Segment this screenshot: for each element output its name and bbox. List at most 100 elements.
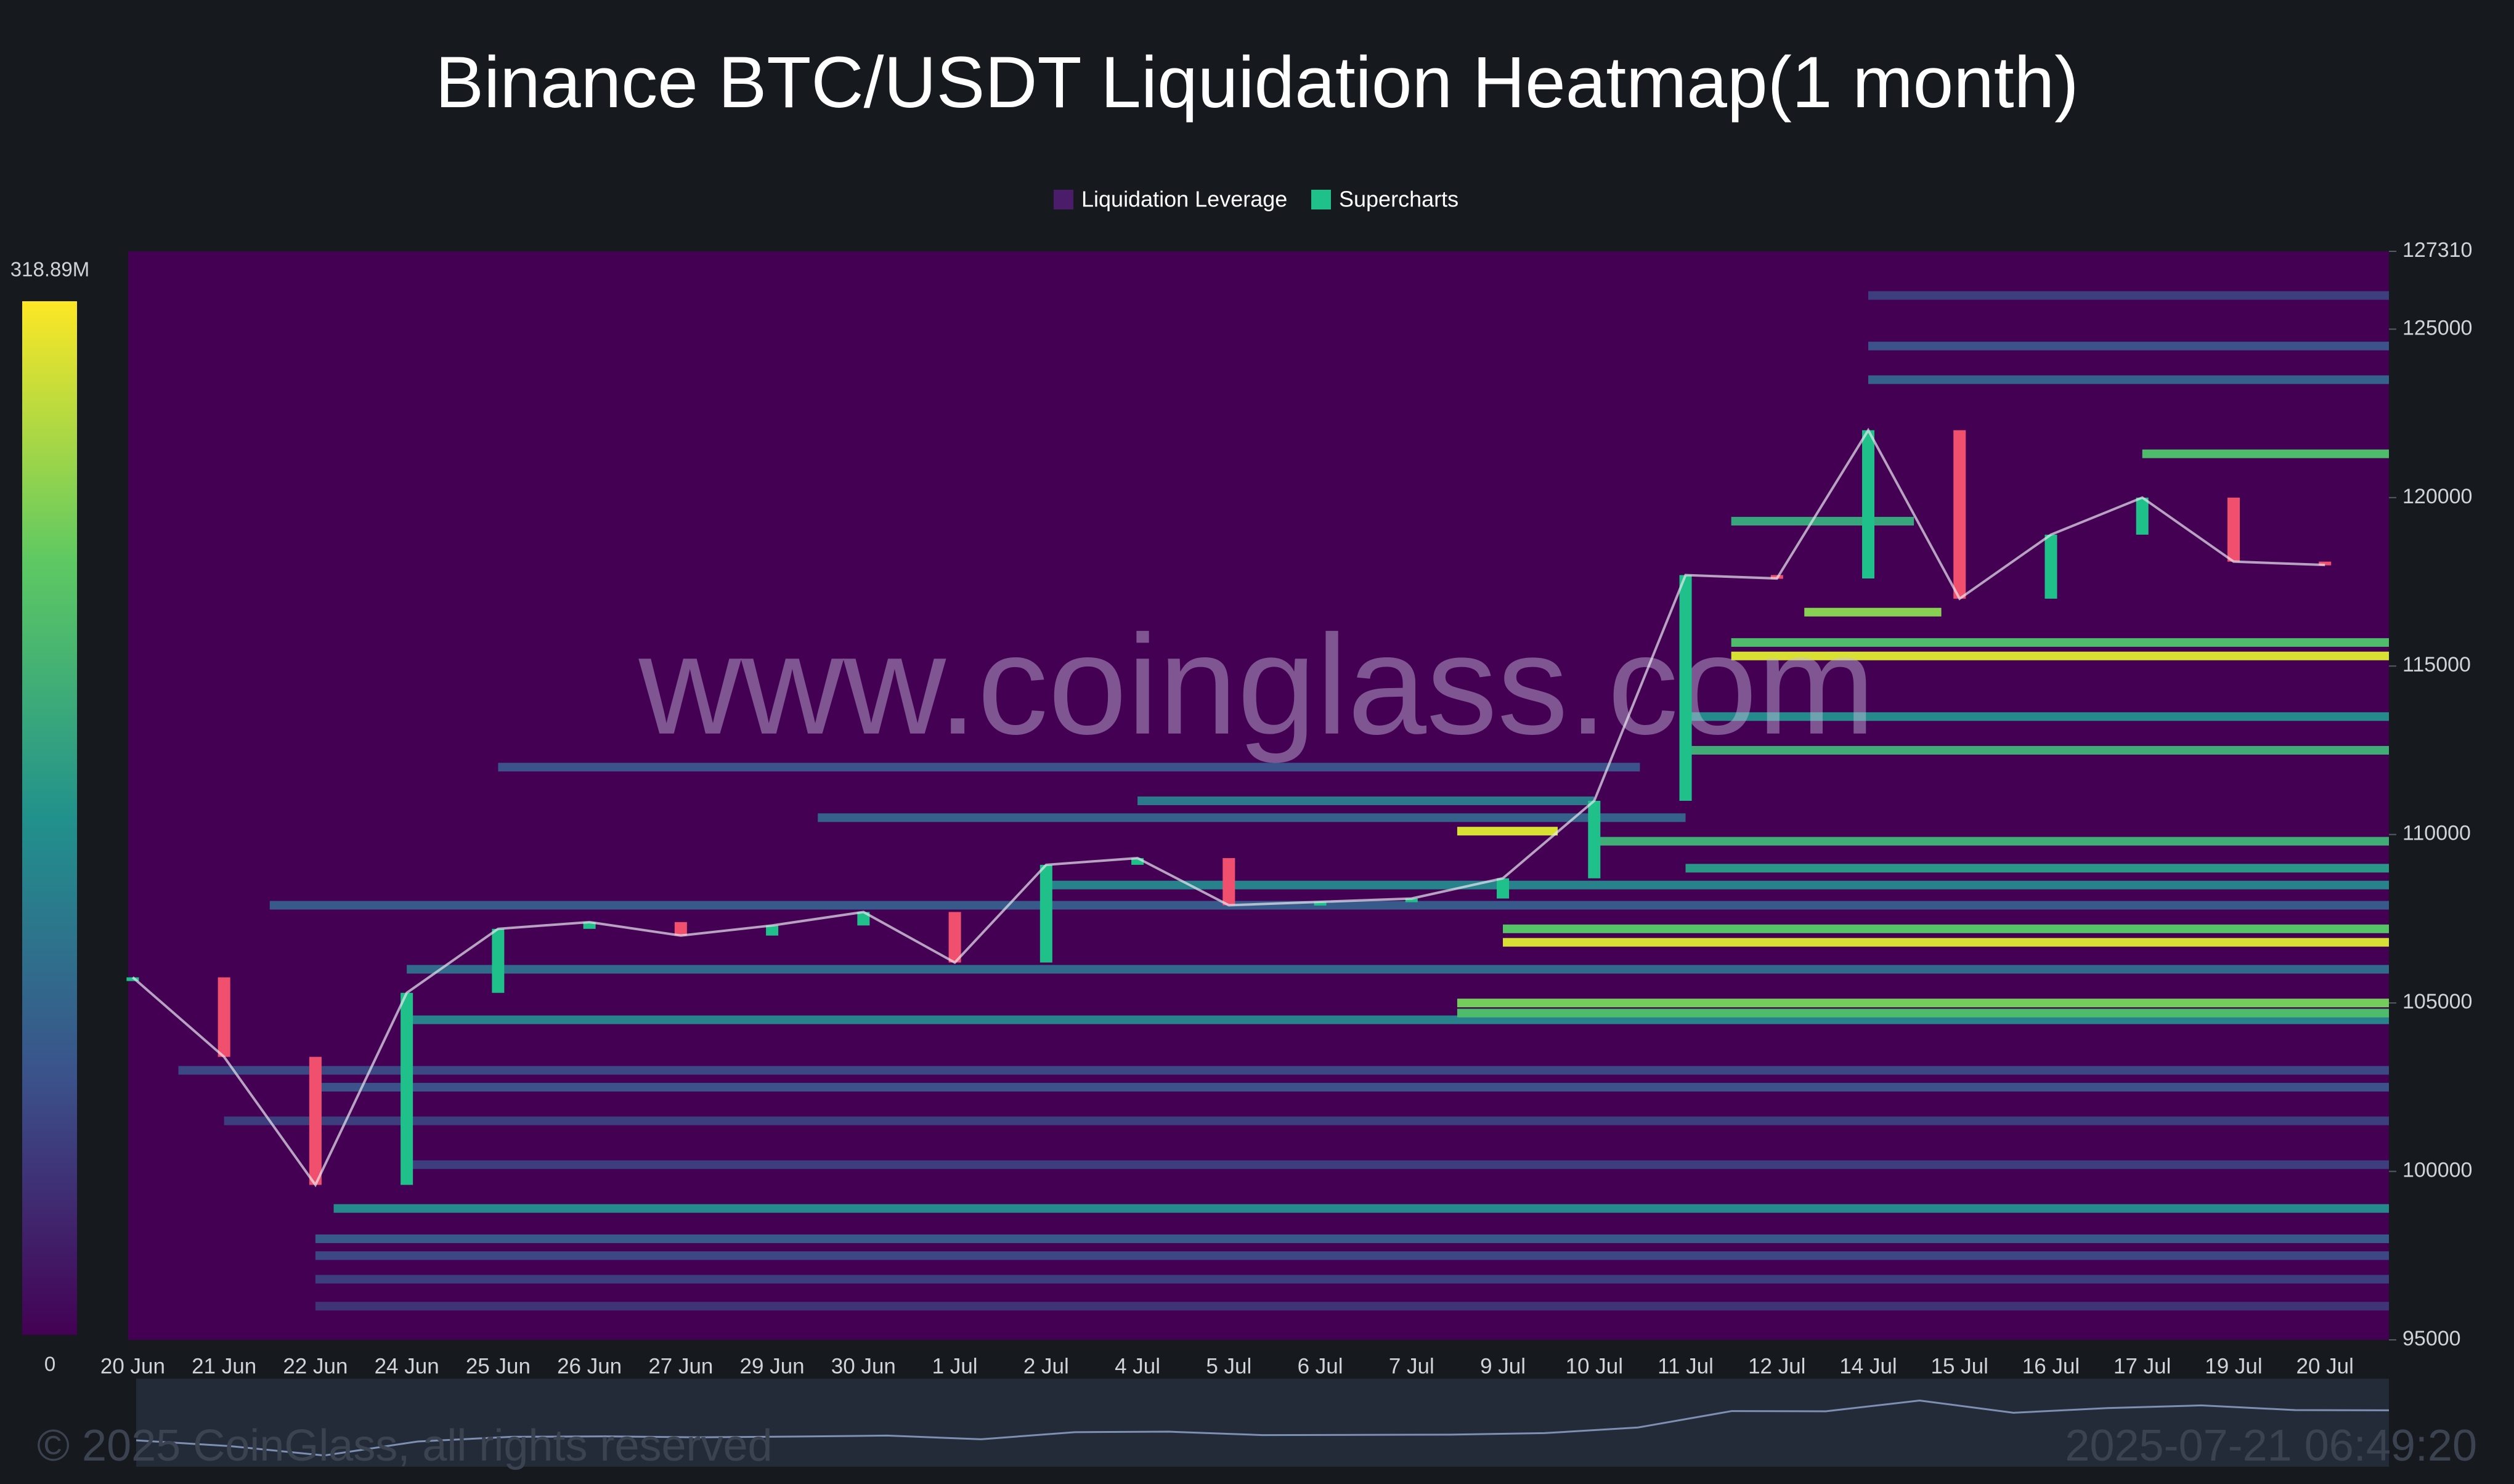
candle [674,922,687,936]
y-tick-label: 110000 [2402,822,2471,845]
heat-band [315,1275,2389,1284]
candle [1679,575,1692,801]
heat-band [1457,999,2389,1008]
y-tick-label: 95000 [2402,1327,2461,1350]
candle [218,977,230,1057]
x-tick-label: 24 Jun [375,1354,439,1378]
heat-band [315,1234,2389,1243]
x-tick-label: 2 Jul [1023,1354,1069,1378]
heat-band [1731,517,1914,526]
price-line [132,428,2325,1188]
candle [1405,898,1418,902]
x-tick-label: 6 Jul [1298,1354,1343,1378]
legend-swatch [1311,190,1331,209]
heat-band [1685,712,2389,721]
candle [857,912,870,926]
x-tick-label: 4 Jul [1115,1354,1160,1378]
x-tick-label: 17 Jul [2113,1354,2171,1378]
candle [401,992,413,1185]
y-tick-label: 115000 [2402,653,2471,676]
y-tick-label: 100000 [2402,1159,2472,1182]
candle [2044,534,2057,599]
heat-band [1685,864,2389,873]
heat-band [178,1066,2390,1075]
heat-band [407,1015,2389,1024]
x-tick-label: 21 Jun [192,1354,256,1378]
heat-band [315,1082,2389,1092]
heat-band [315,1251,2389,1260]
x-tick-label: 20 Jun [100,1354,165,1378]
heat-band [1457,827,1558,836]
copyright: © 2025 CoinGlass, all rights reserved [37,1421,773,1470]
x-tick-label: 9 Jul [1480,1354,1526,1378]
y-tick-label: 127310 [2402,238,2472,262]
heat-band [1503,938,2389,947]
y-tick-label: 105000 [2402,990,2472,1013]
candle [126,977,139,981]
x-tick-label: 5 Jul [1206,1354,1251,1378]
heat-band [269,901,2389,910]
candle [309,1056,322,1185]
x-tick-label: 15 Jul [1931,1354,1988,1378]
heat-band [1731,651,2389,660]
heat-band [1137,796,1595,805]
x-tick-label: 12 Jul [1748,1354,1805,1378]
legend-label: Supercharts [1339,187,1458,212]
candle [1314,902,1327,906]
candle [583,922,596,929]
plot-area [128,251,2390,1340]
candle [1862,430,1875,579]
navigator-line [136,1399,2390,1457]
candle [1039,864,1052,963]
candle [2136,497,2149,535]
candle [492,928,505,993]
candle [1131,858,1144,865]
timestamp: 2025-07-21 06:49:20 [2065,1421,2477,1470]
colorbar-label: 0 [44,1353,55,1376]
x-tick-label: 26 Jun [557,1354,622,1378]
x-tick-label: 22 Jun [283,1354,348,1378]
candle [2319,561,2332,566]
x-tick-label: 19 Jul [2205,1354,2262,1378]
x-tick-label: 1 Jul [932,1354,978,1378]
heat-band [1594,837,2389,846]
y-tick-label: 120000 [2402,485,2472,508]
heat-band [333,1204,2390,1213]
x-tick-label: 14 Jul [1839,1354,1897,1378]
heat-band [1868,341,2389,351]
y-tick-label: 125000 [2402,316,2472,339]
heat-band [1503,924,2389,933]
candle [2227,497,2240,562]
navigator [136,1379,2389,1467]
heat-band [407,1160,2389,1169]
x-tick-label: 25 Jun [466,1354,531,1378]
heat-band [1046,880,2389,890]
x-tick-label: 7 Jul [1389,1354,1434,1378]
heat-band [1804,607,1942,617]
x-tick-label: 27 Jun [648,1354,713,1378]
x-tick-label: 20 Jul [2296,1354,2354,1378]
heat-band [315,1302,2389,1311]
watermark: www.coinglass.com [638,606,1876,764]
colorbar [22,301,77,1335]
candle [1953,430,1966,599]
x-tick-label: 16 Jul [2022,1354,2080,1378]
heat-band [498,763,1640,772]
heat-band [1685,745,2389,755]
legend-swatch [1054,190,1073,209]
candle [766,925,779,936]
heat-band [1731,638,2389,647]
heat-band [224,1116,2389,1125]
x-tick-label: 10 Jul [1566,1354,1623,1378]
heat-band [2142,449,2389,458]
heatmap-background [128,251,2389,1340]
candle [948,912,961,963]
x-tick-label: 30 Jun [831,1354,896,1378]
legend-label: Liquidation Leverage [1081,187,1287,212]
colorbar-label: 318.89M [10,258,89,281]
heat-band [1457,1008,2389,1018]
heat-band [818,813,1686,822]
candle [1588,800,1601,878]
heat-band [1868,291,2389,300]
